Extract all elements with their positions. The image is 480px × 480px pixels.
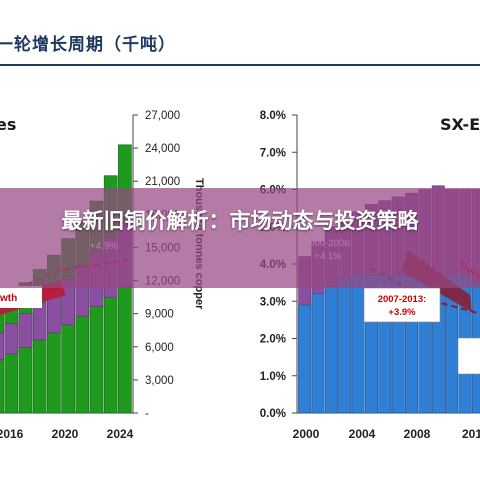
right-chart-x-tick-label: 2008 — [404, 427, 431, 441]
right-chart-x-tick-label: 2000 — [293, 427, 320, 441]
right-chart-bar-blue — [311, 293, 325, 414]
left-chart-y2-tick-label: - — [145, 408, 149, 420]
right-chart-y-tick-label: 8.0% — [260, 110, 286, 122]
left-chart-title: es — [0, 115, 16, 134]
left-chart-y2-tick-label: 9,000 — [145, 309, 174, 321]
right-chart-bar-blue — [338, 278, 352, 414]
left-chart-x-tick-label: 2024 — [107, 427, 134, 441]
header-divider — [0, 64, 480, 66]
right-chart-title: SX-E — [440, 115, 480, 134]
title-overlay-band — [0, 188, 480, 288]
page-header-title: 一轮增长周期（千吨） — [0, 35, 176, 55]
left-chart-annotation-box — [0, 286, 42, 308]
right-chart-bar-blue — [298, 304, 312, 414]
left-chart-bar-purple — [18, 313, 33, 348]
left-chart-y2-tick-label: 27,000 — [145, 110, 180, 122]
left-chart-y2-tick-label: 3,000 — [145, 375, 174, 387]
left-chart-bar-green — [4, 295, 19, 414]
right-chart-y-tick-label: 7.0% — [260, 147, 286, 159]
left-chart-y2-tick-label: 21,000 — [145, 176, 180, 188]
right-chart-annotation-box — [363, 287, 441, 323]
right-chart-annotation: +3.9% — [388, 307, 416, 318]
right-chart-y-tick-label: 2.0% — [260, 334, 286, 346]
right-chart-annotation: 2007-2013: — [378, 294, 427, 305]
right-chart-y-tick-label: 0.0% — [260, 408, 286, 420]
left-chart-y2-tick-label: 6,000 — [145, 342, 174, 354]
right-chart-annotation-box — [457, 337, 480, 375]
left-chart-bar-purple — [0, 332, 4, 361]
right-chart-y-tick-label: 3.0% — [260, 296, 286, 308]
right-chart-x-tick-label: 2004 — [349, 427, 376, 441]
left-chart-annotation: wth — [0, 293, 17, 304]
right-chart-bar-blue — [324, 286, 338, 414]
right-chart-bar-blue — [351, 274, 365, 414]
left-chart-y2-tick-label: 24,000 — [145, 143, 180, 155]
right-chart-y-tick-label: 1.0% — [260, 371, 286, 383]
right-chart-x-tick-label: 201 — [462, 427, 480, 441]
left-chart-bar-purple — [4, 323, 19, 355]
left-chart-bar-purple — [32, 302, 47, 341]
overlay-headline: 最新旧铜价解析：市场动态与投资策略 — [61, 209, 419, 233]
left-chart-x-tick-label: 2020 — [52, 427, 79, 441]
left-chart-x-tick-label: 2016 — [0, 427, 24, 441]
